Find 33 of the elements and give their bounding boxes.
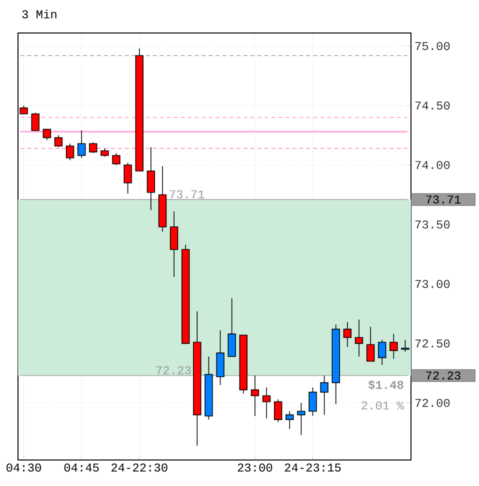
ref-line-label: 73.71 [170,190,204,198]
candlestick [170,211,178,278]
y-tick-label: 72.00 [415,398,450,407]
candlestick [343,322,352,348]
annotation: $1.48 [368,380,404,390]
annotation: 2.01 % [362,401,404,410]
candlestick [158,166,167,232]
candlestick [193,310,202,446]
candlestick [354,319,364,357]
x-tick-label: 04:45 [64,464,99,472]
candlestick [146,146,156,211]
candlestick [66,143,74,161]
x-tick-label: 23:00 [238,464,272,472]
y-tick-label: 73.00 [415,280,450,288]
candlestick [262,387,271,419]
x-tick-label: 24-23:15 [284,464,341,472]
candlestick [332,324,340,404]
candlestick [274,398,282,422]
chart-title: 3 Min [22,10,56,18]
y-tick-label: 74.50 [415,101,450,110]
y-tick-label: 73.50 [415,220,450,229]
candlestick [77,130,86,158]
ref-line-label: 72.23 [156,366,191,374]
text: 72.23 [426,371,460,380]
x-tick-label: 04:30 [6,464,41,472]
candlestick [250,375,260,416]
x-tick-label: 24-22:30 [112,464,168,472]
candlestick [378,339,386,366]
y-tick-label: 74.00 [415,160,450,170]
candlestick [286,410,294,430]
y-tick-label: 75.00 [415,42,450,50]
y-tick-label: 72.50 [415,339,450,348]
text: 73.71 [426,195,461,204]
